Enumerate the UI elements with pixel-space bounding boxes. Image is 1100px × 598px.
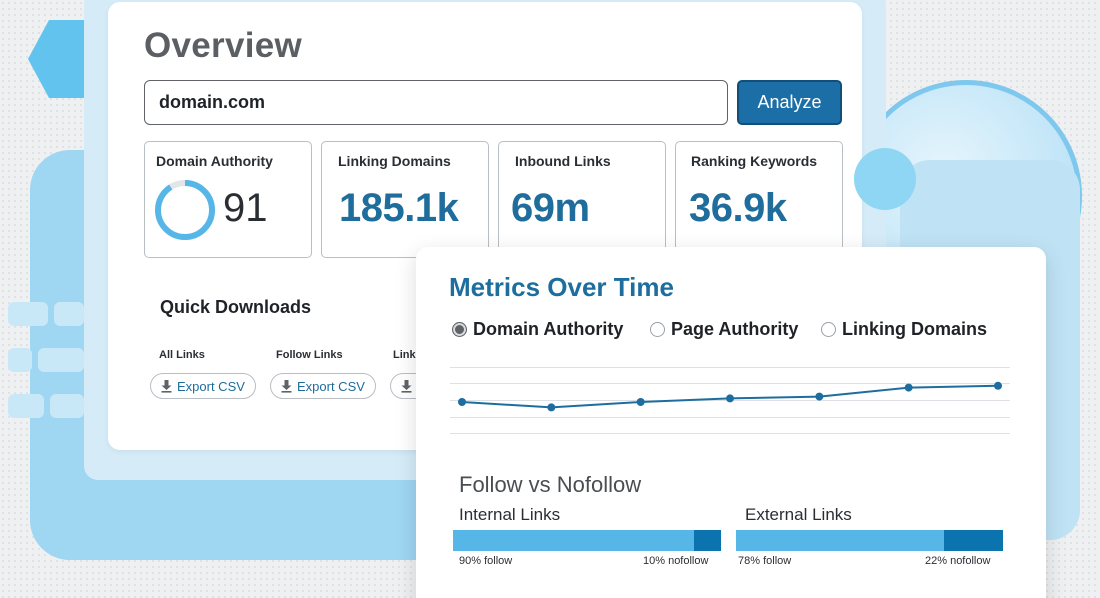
metric-card-linking-domains: Linking Domains 185.1k (321, 141, 489, 258)
internal-follow-caption: 90% follow (459, 555, 513, 567)
metric-label: Domain Authority (156, 153, 273, 169)
internal-links-bar (453, 530, 721, 551)
metric-card-inbound-links: Inbound Links 69m (498, 141, 666, 258)
radio-unselected-icon (821, 322, 836, 337)
metric-card-ranking-keywords: Ranking Keywords 36.9k (675, 141, 843, 258)
radio-selected-icon (452, 322, 467, 337)
follow-segment (736, 530, 945, 551)
metric-label: Ranking Keywords (691, 153, 818, 169)
analyze-button[interactable]: Analyze (737, 80, 842, 125)
nofollow-segment (694, 530, 721, 551)
internal-links-label: Internal Links (459, 505, 561, 524)
decorative-bar (50, 394, 84, 418)
export-csv-label: Export CSV (177, 378, 245, 394)
follow-segment (453, 530, 695, 551)
follow-nofollow-title: Follow vs Nofollow (459, 472, 642, 497)
decorative-bar (54, 302, 84, 326)
metric-value: 69m (511, 186, 590, 230)
decorative-bar (8, 302, 48, 326)
external-nofollow-caption: 22% nofollow (925, 555, 991, 567)
metrics-over-time-card: Metrics Over Time Domain Authority Page … (416, 247, 1046, 598)
decorative-bar (38, 348, 84, 372)
nofollow-segment (944, 530, 1003, 551)
decorative-bar (8, 394, 44, 418)
export-csv-label: Export CSV (297, 378, 365, 394)
radio-linking-domains[interactable]: Linking Domains (821, 319, 987, 340)
metric-value: 91 (223, 186, 268, 230)
metric-value: 185.1k (339, 186, 459, 230)
quick-downloads-title: Quick Downloads (160, 297, 312, 317)
download-column-label: Follow Links (276, 349, 343, 361)
radio-domain-authority[interactable]: Domain Authority (452, 319, 623, 340)
export-csv-button[interactable]: Export CSV (150, 373, 256, 399)
decorative-bar (8, 348, 32, 372)
chart-point (904, 383, 913, 392)
domain-authority-ring (155, 180, 215, 240)
chart-point (458, 398, 466, 406)
chart-point (547, 403, 556, 412)
radio-unselected-icon (650, 322, 665, 337)
download-icon (281, 379, 292, 393)
chart-point (994, 381, 1002, 390)
metric-label: Linking Domains (338, 153, 451, 169)
export-csv-button[interactable]: Export CSV (270, 373, 376, 399)
domain-input[interactable] (144, 80, 728, 125)
download-column-label: All Links (159, 349, 205, 361)
download-icon (161, 379, 172, 393)
metrics-over-time-title: Metrics Over Time (449, 272, 674, 302)
internal-nofollow-caption: 10% nofollow (643, 555, 709, 567)
decorative-circle (854, 148, 916, 210)
chart-point (726, 394, 734, 403)
external-links-bar (736, 530, 1003, 551)
metric-value: 36.9k (689, 186, 787, 230)
download-column-label: Link (393, 349, 416, 361)
metric-label: Inbound Links (515, 153, 611, 169)
external-links-label: External Links (745, 505, 852, 524)
page-title: Overview (144, 26, 303, 65)
external-follow-caption: 78% follow (738, 555, 792, 567)
chart-point (815, 392, 824, 401)
radio-label: Page Authority (671, 319, 799, 339)
metrics-line-chart (450, 367, 1010, 434)
metric-card-domain-authority: Domain Authority 91 (144, 141, 312, 258)
radio-label: Domain Authority (473, 319, 624, 339)
radio-label: Linking Domains (842, 319, 988, 339)
radio-page-authority[interactable]: Page Authority (650, 319, 798, 340)
download-icon (401, 379, 412, 393)
chart-point (636, 398, 645, 406)
